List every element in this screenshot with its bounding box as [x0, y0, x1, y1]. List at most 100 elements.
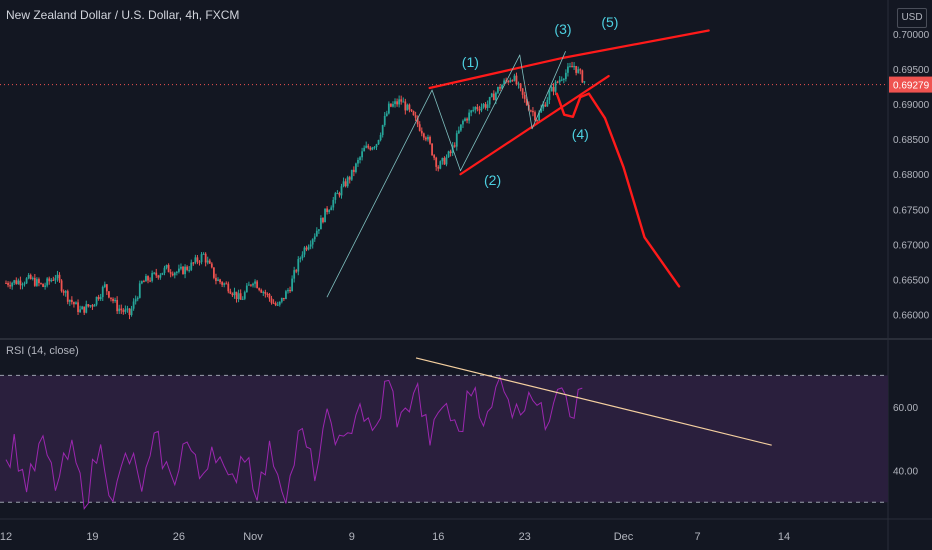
candle-body — [418, 124, 421, 131]
candle-body — [554, 81, 557, 92]
wave-2-line[interactable] — [431, 89, 461, 172]
candle-body — [371, 147, 374, 150]
candle-body — [406, 104, 409, 111]
candle-body — [453, 145, 456, 147]
candle-body — [95, 296, 98, 305]
candle-body — [344, 181, 347, 187]
candle-body — [118, 308, 121, 312]
candle-body — [324, 208, 326, 223]
candle-body — [338, 193, 341, 196]
candle-body — [365, 145, 368, 148]
candle-body — [35, 279, 38, 286]
candle-body — [394, 101, 396, 104]
candle-body — [264, 291, 267, 294]
candle-body — [157, 275, 160, 278]
candle-body — [243, 292, 246, 299]
price-tick-label: 0.69500 — [893, 65, 930, 76]
candle-body — [525, 98, 528, 106]
candle-body — [85, 304, 88, 313]
wave-5-line[interactable] — [531, 51, 566, 130]
candle-body — [233, 291, 236, 296]
candle-body — [108, 291, 110, 298]
price-tick-label: 0.67500 — [893, 205, 930, 216]
candle-body — [274, 303, 277, 306]
candle-body — [552, 86, 555, 92]
candle-body — [48, 278, 51, 282]
candle-body — [529, 110, 532, 112]
wedge-upper-line-short[interactable] — [428, 56, 565, 90]
candle-body — [515, 75, 518, 85]
candle-body — [425, 137, 427, 140]
candle-body — [433, 155, 436, 158]
candle-body — [287, 289, 289, 292]
candle-body — [66, 291, 69, 302]
candle-body — [136, 297, 139, 300]
candle-body — [258, 288, 261, 290]
candle-body — [250, 284, 252, 286]
candle-body — [126, 308, 129, 310]
candle-body — [161, 272, 164, 275]
candle-body — [484, 104, 487, 108]
candle-body — [361, 151, 363, 158]
candle-body — [449, 151, 452, 154]
candle-body — [54, 278, 57, 281]
candle-body — [212, 267, 215, 278]
candle-body — [457, 130, 460, 134]
candle-body — [132, 301, 135, 309]
candle-body — [317, 229, 320, 231]
candle-body — [278, 301, 281, 305]
candle-body — [122, 310, 125, 312]
candle-body — [340, 186, 343, 196]
rsi-band — [0, 375, 888, 503]
candle-body — [99, 297, 102, 300]
candle-body — [268, 294, 271, 299]
wave-3-line[interactable] — [460, 54, 521, 172]
candle-body — [445, 157, 448, 165]
candle-body — [562, 79, 565, 81]
candle-body — [501, 84, 503, 89]
candle-body — [33, 277, 36, 286]
candle-body — [348, 177, 351, 180]
candle-body — [196, 257, 199, 262]
candle-body — [184, 266, 186, 275]
candle-body — [56, 274, 59, 279]
candle-body — [470, 110, 473, 113]
candle-body — [538, 112, 541, 121]
candle-body — [169, 272, 172, 274]
candle-body — [583, 81, 586, 83]
candle-body — [369, 147, 372, 150]
candle-body — [497, 87, 499, 93]
candle-body — [225, 283, 228, 285]
candle-body — [410, 109, 413, 112]
candle-body — [427, 137, 429, 140]
wedge-lower-line[interactable] — [459, 74, 610, 176]
candle-body — [112, 298, 114, 302]
time-tick-label: 23 — [519, 531, 531, 543]
candle-body — [173, 272, 176, 276]
candle-body — [188, 269, 191, 271]
candle-body — [569, 66, 571, 68]
candle-body — [352, 169, 355, 172]
candle-body — [190, 262, 193, 270]
candle-body — [556, 81, 559, 83]
wave-4-line[interactable] — [519, 54, 533, 130]
candle-body — [83, 306, 86, 313]
projected-drop-path[interactable] — [555, 92, 681, 288]
candle-body — [73, 302, 75, 305]
candle-body — [542, 104, 545, 109]
wave-1-line[interactable] — [326, 89, 433, 298]
candle-body — [332, 199, 335, 208]
candle-body — [422, 133, 425, 138]
candle-body — [202, 253, 205, 255]
wedge-upper-line[interactable] — [561, 29, 710, 59]
candle-body — [151, 273, 154, 281]
time-tick-label: 12 — [0, 531, 12, 543]
candle-body — [153, 272, 156, 274]
currency-button[interactable]: USD — [897, 8, 927, 28]
price-tick-label: 0.67000 — [893, 240, 930, 251]
rsi-trend-line[interactable] — [415, 357, 772, 446]
candle-body — [544, 104, 547, 107]
candle-body — [262, 291, 265, 293]
candle-body — [180, 266, 182, 269]
